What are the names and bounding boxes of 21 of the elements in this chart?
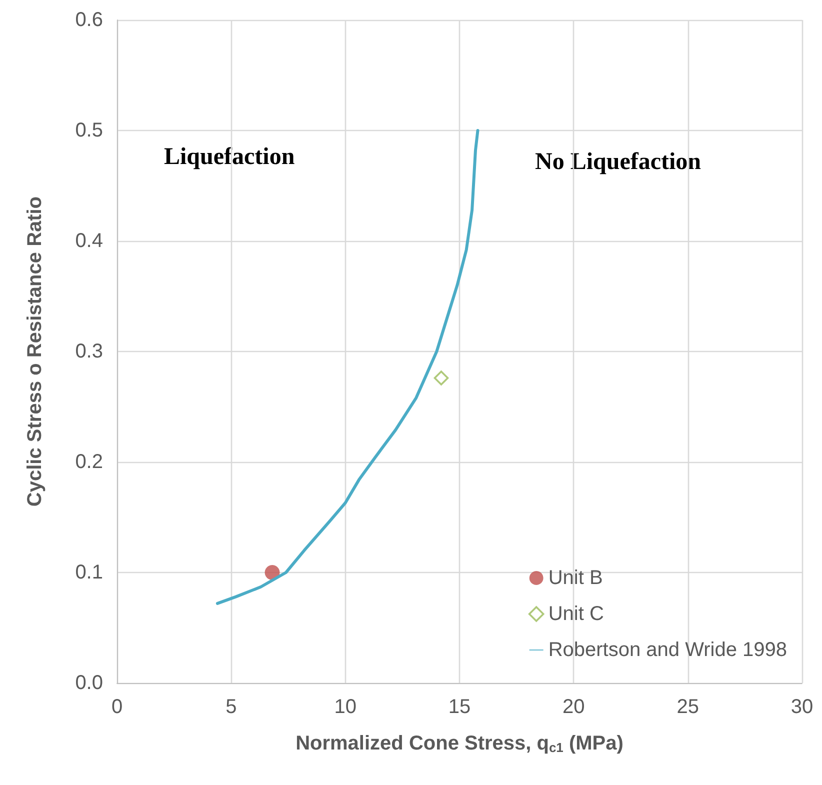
x-tick-label: 10 <box>334 696 356 718</box>
legend-label: Unit B <box>548 567 603 589</box>
x-tick-label: 0 <box>111 696 123 718</box>
legend-label: Robertson and Wride 1998 <box>548 639 787 661</box>
x-tick-label: 25 <box>676 696 699 718</box>
y-tick-label: 0.4 <box>75 230 103 252</box>
legend-label: Unit C <box>548 603 604 625</box>
y-tick-label: 0.6 <box>75 9 103 31</box>
annotation: Liquefaction <box>164 144 295 170</box>
annotation: No Liquefaction <box>535 149 702 175</box>
y-tick-label: 0.1 <box>75 562 103 584</box>
y-tick-label: 0.2 <box>75 451 103 473</box>
y-tick-label: 0.0 <box>75 672 103 694</box>
x-axis-title: Normalized Cone Stress, qc1 (MPa) <box>296 732 624 755</box>
x-tick-label: 30 <box>790 696 814 718</box>
x-tick-label: 5 <box>226 696 237 718</box>
y-tick-label: 0.3 <box>75 340 103 362</box>
x-tick-label: 20 <box>562 696 585 718</box>
x-tick-label: 15 <box>448 696 471 718</box>
y-tick-label: 0.5 <box>75 120 103 142</box>
y-axis-title: Cyclic Stress o Resistance Ratio <box>24 196 46 507</box>
